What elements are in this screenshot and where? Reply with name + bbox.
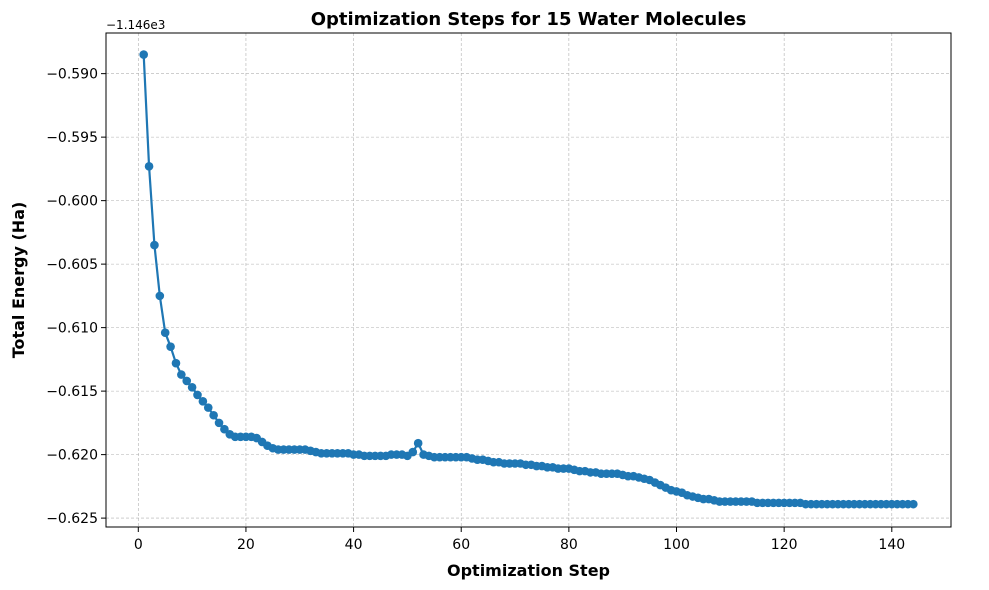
- data-point: [187, 383, 197, 392]
- data-point: [413, 438, 423, 448]
- plot-frame: [105, 32, 952, 528]
- x-tick-label: 140: [878, 537, 905, 553]
- y-offset-label: −1.146e3: [106, 18, 165, 32]
- y-tick-label: −0.620: [46, 448, 98, 464]
- data-point: [166, 342, 175, 351]
- y-tick-label: −0.595: [46, 130, 98, 146]
- data-point: [160, 328, 170, 338]
- data-point: [144, 162, 154, 171]
- x-tick-label: 100: [663, 537, 690, 553]
- y-tick-label: −0.605: [46, 257, 98, 273]
- data-point: [203, 403, 213, 412]
- x-tick-label: 20: [237, 537, 255, 553]
- x-axis-label: Optimization Step: [447, 561, 610, 580]
- data-point: [182, 376, 192, 386]
- data-point: [209, 410, 218, 420]
- data-point: [220, 424, 229, 434]
- y-tick-label: −0.600: [46, 194, 98, 210]
- data-point: [198, 396, 208, 406]
- x-tick-label: 120: [771, 537, 798, 553]
- y-axis-label: Total Energy (Ha): [9, 202, 28, 359]
- data-point: [193, 390, 202, 400]
- data-point: [177, 370, 186, 379]
- y-tick-label: −0.610: [46, 321, 98, 337]
- x-tick-label: 80: [560, 537, 578, 553]
- data-point: [408, 447, 418, 457]
- data-point: [171, 358, 181, 368]
- y-tick-label: −0.590: [46, 67, 98, 83]
- x-tick-label: 60: [452, 537, 470, 553]
- series-layer: [139, 50, 918, 509]
- tick-layer: 0 20 40 60 80 100 120 140 −0.590 −0.595 −0.600 −0.6…: [46, 67, 905, 553]
- grid-layer: [106, 33, 951, 527]
- y-tick-label: −0.615: [46, 384, 98, 400]
- chart-title: Optimization Steps for 15 Water Molecule…: [311, 9, 747, 30]
- data-point: [139, 50, 148, 59]
- y-tick-label: −0.625: [46, 511, 98, 527]
- data-point: [214, 418, 224, 428]
- data-point: [155, 291, 165, 301]
- x-tick-label: 0: [134, 537, 143, 553]
- data-point: [909, 499, 918, 509]
- data-point: [150, 240, 159, 250]
- x-tick-label: 40: [345, 537, 363, 553]
